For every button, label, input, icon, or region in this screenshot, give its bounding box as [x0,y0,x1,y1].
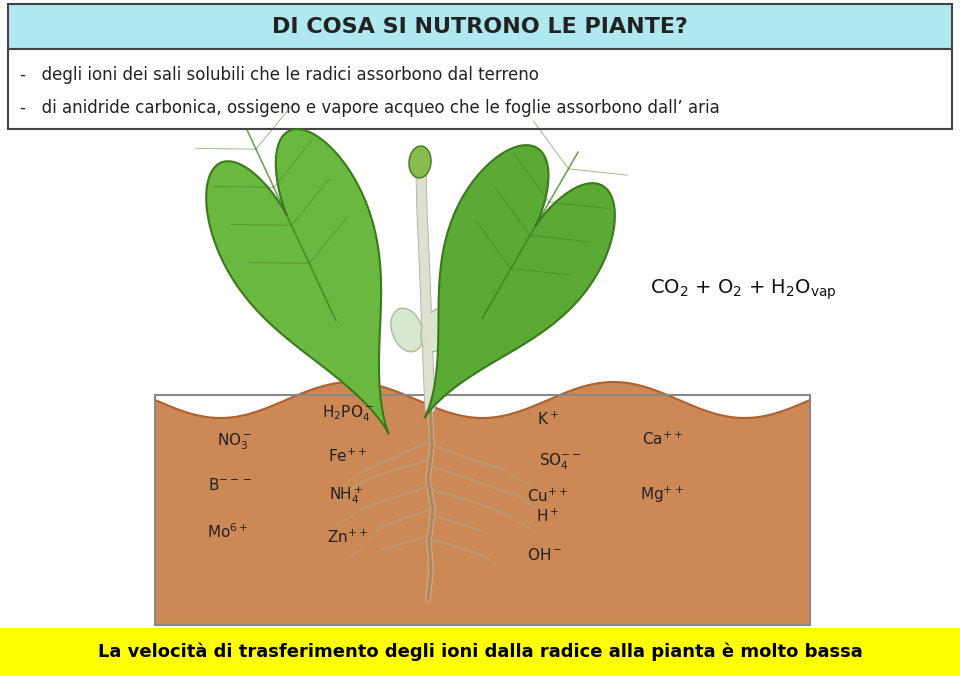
Bar [8,49,952,129]
Bar [0,628,960,676]
Text: La velocità di trasferimento degli ioni dalla radice alla pianta è molto bassa: La velocità di trasferimento degli ioni … [98,643,862,661]
Bar [8,4,952,49]
Polygon shape [206,129,389,433]
Text: -   degli ioni dei sali solubili che le radici assorbono dal terreno: - degli ioni dei sali solubili che le ra… [20,66,539,84]
Text: -   di anidride carbonica, ossigeno e vapore acqueo che le foglie assorbono dall: - di anidride carbonica, ossigeno e vapo… [20,99,720,117]
Text: Fe$^{++}$: Fe$^{++}$ [328,448,368,465]
Text: Mo$^{6+}$: Mo$^{6+}$ [207,523,249,541]
Text: Cu$^{++}$: Cu$^{++}$ [527,487,568,505]
Text: H$^+$: H$^+$ [537,508,560,525]
Text: Zn$^{++}$: Zn$^{++}$ [327,529,369,546]
Text: CO$_2$ + O$_2$ + H$_2$O$_{\rm vap}$: CO$_2$ + O$_2$ + H$_2$O$_{\rm vap}$ [650,278,836,302]
Text: Mg$^{++}$: Mg$^{++}$ [640,485,684,505]
Ellipse shape [409,146,431,178]
Text: NH$_4^+$: NH$_4^+$ [329,485,363,506]
Ellipse shape [420,308,453,352]
Polygon shape [155,382,810,625]
Text: Ca$^{++}$: Ca$^{++}$ [641,431,683,448]
Text: K$^+$: K$^+$ [537,411,559,428]
Text: NO$_3^-$: NO$_3^-$ [217,431,252,452]
Text: SO$_4^{--}$: SO$_4^{--}$ [539,451,582,471]
Text: DI COSA SI NUTRONO LE PIANTE?: DI COSA SI NUTRONO LE PIANTE? [272,17,688,37]
Text: H$_2$PO$_4^-$: H$_2$PO$_4^-$ [322,404,374,425]
Bar [155,395,810,625]
Text: OH$^-$: OH$^-$ [527,547,563,563]
Polygon shape [425,145,614,417]
Text: B$^{---}$: B$^{---}$ [207,477,252,493]
Ellipse shape [391,308,423,352]
